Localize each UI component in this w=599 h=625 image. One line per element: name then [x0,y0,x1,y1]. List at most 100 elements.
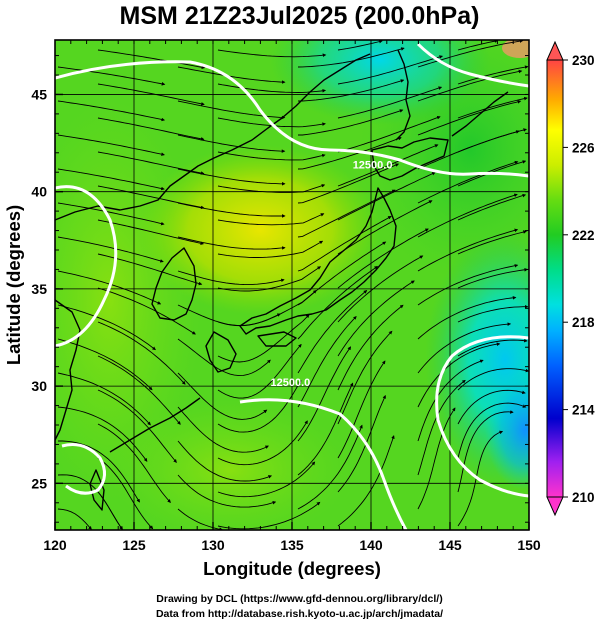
streamline [337,330,393,425]
streamline [177,168,286,186]
streamline [337,55,443,85]
streamline [457,338,528,357]
streamline [217,83,327,93]
streamline [337,200,433,255]
colorbar-top-arrow [546,40,564,61]
streamline [177,66,286,84]
contour-line-south [239,398,408,530]
colorbar-tick-label: 230 [572,53,595,68]
streamline [217,49,327,58]
coastlines [55,49,509,511]
colorbar-bottom-arrow [546,496,564,517]
coastline-kurils [451,91,509,137]
streamline [217,151,326,161]
contour-line-north [55,60,529,178]
y-tick-label: 45 [31,86,47,102]
streamline [177,270,285,286]
streamline [337,280,415,357]
y-tick-label: 35 [31,281,47,297]
streamline [57,304,156,351]
streamline [298,79,405,102]
streamline [457,368,529,391]
streamline [417,100,522,136]
x-tick-label: 120 [43,537,67,553]
streamline [457,96,528,119]
x-tick-label: 140 [359,537,383,553]
streamline [177,236,286,250]
figure-title: MSM 21Z23Jul2025 (200.0hPa) [119,2,480,30]
streamline [337,86,443,119]
streamline [57,168,165,191]
colorbar-tick-label: 222 [572,228,595,243]
streamline [57,100,166,122]
coastline-sakhalin [395,49,411,141]
streamline [97,355,181,425]
streamline [417,193,518,238]
x-tick-label: 125 [122,537,146,553]
coastline-kyushu-shikoku [205,331,297,373]
x-tick-label: 150 [517,537,541,553]
streamline [57,66,166,86]
streamline [57,338,153,391]
streamline [177,474,277,508]
streamline [337,360,386,459]
streamline [177,134,286,153]
streamline [457,230,527,255]
streamline [57,202,165,226]
colorbar-tick-label: 214 [572,403,595,418]
colorbar: 210 214 218 222 226 230 [546,40,595,517]
streamline [57,236,164,263]
credits-line-1: Drawing by DCL (https://www.gfd-dennou.o… [156,593,443,605]
streamline [337,115,441,153]
streamline [177,406,269,453]
coastline-china-east [55,299,81,441]
streamline [337,144,439,187]
colorbar-tick-label: 218 [572,315,595,330]
streamline [417,322,512,374]
streamline [297,346,352,442]
x-tick-label: 135 [280,537,304,553]
streamline [417,40,524,68]
streamline [97,457,154,530]
x-axis: 120 125 130 135 140 145 150 [43,40,541,553]
streamline [417,160,519,204]
streamline [297,216,392,272]
streamline [97,287,196,335]
contour-line-northeast [416,42,529,88]
coastline-hokkaido [371,137,449,181]
credits: Drawing by DCL (https://www.gfd-dennou.o… [0,592,599,622]
streamline [297,424,363,510]
streamline [417,264,519,306]
y-tick-label: 25 [31,475,47,491]
streamline [417,359,484,442]
streamline [57,406,148,462]
streamline [57,372,151,426]
streamline [417,342,501,408]
streamline [457,430,504,527]
streamline [457,410,514,493]
contour-label: 12500.0 [271,377,311,389]
streamline [297,163,400,204]
streamline [57,134,165,156]
streamline [337,172,436,221]
streamline [177,440,272,482]
streamline [217,117,326,128]
streamline [217,184,326,193]
streamline [177,372,268,420]
streamline [97,83,205,106]
streamline [97,219,205,245]
streamline [217,266,321,292]
streamline [417,296,517,340]
x-tick-label: 130 [201,537,225,553]
streamline [217,343,302,399]
streamline [97,389,177,463]
coastline-korea [151,247,197,321]
streamline [297,136,402,170]
streamline [177,338,271,377]
streamline [337,228,429,289]
streamline [337,255,424,323]
streamline [97,117,205,141]
height-contours [55,42,529,530]
streamline [217,379,302,433]
